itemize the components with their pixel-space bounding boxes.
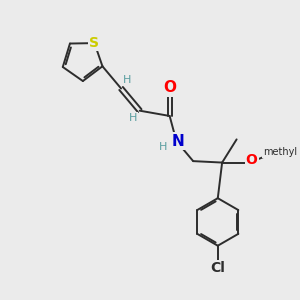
Text: H: H: [123, 75, 132, 85]
Text: S: S: [89, 36, 100, 50]
Text: N: N: [172, 134, 184, 148]
Text: O: O: [163, 80, 176, 95]
Text: methyl: methyl: [273, 150, 278, 151]
Text: Cl: Cl: [210, 261, 225, 275]
Text: H: H: [159, 142, 167, 152]
Text: H: H: [129, 113, 137, 123]
Text: methyl: methyl: [263, 147, 297, 158]
Text: O: O: [246, 153, 258, 167]
